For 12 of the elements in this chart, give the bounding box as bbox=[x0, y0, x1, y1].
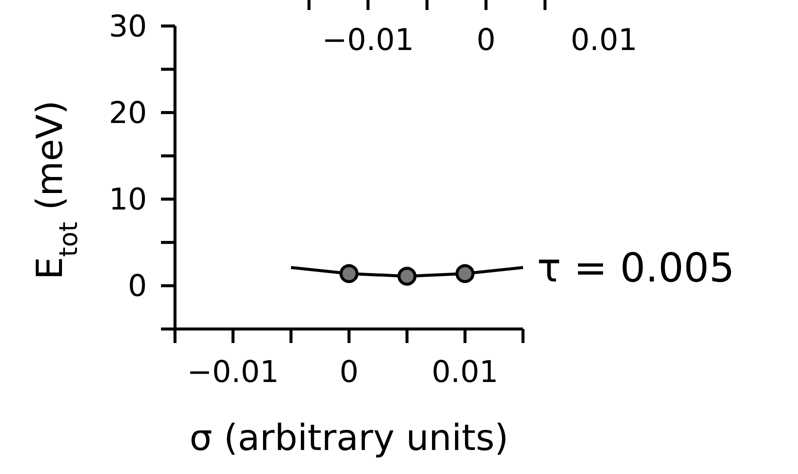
annotation: −0.01 bbox=[322, 23, 414, 58]
annotation: τ = 0.005 bbox=[537, 246, 735, 292]
y-tick-label: 0 bbox=[128, 269, 147, 304]
y-tick-label: 20 bbox=[108, 96, 147, 132]
text: 0.01 bbox=[570, 23, 638, 58]
x-tick-label: 0 bbox=[339, 355, 359, 390]
x-tick-label: 0.01 bbox=[432, 355, 498, 390]
x-axis-title: σ (arbitrary units) bbox=[189, 418, 509, 459]
y-tick-label: 30 bbox=[108, 10, 147, 44]
annotation: 0 bbox=[476, 23, 496, 58]
x-tick-label: −0.01 bbox=[187, 355, 279, 390]
y-tick-label: 10 bbox=[108, 182, 147, 218]
